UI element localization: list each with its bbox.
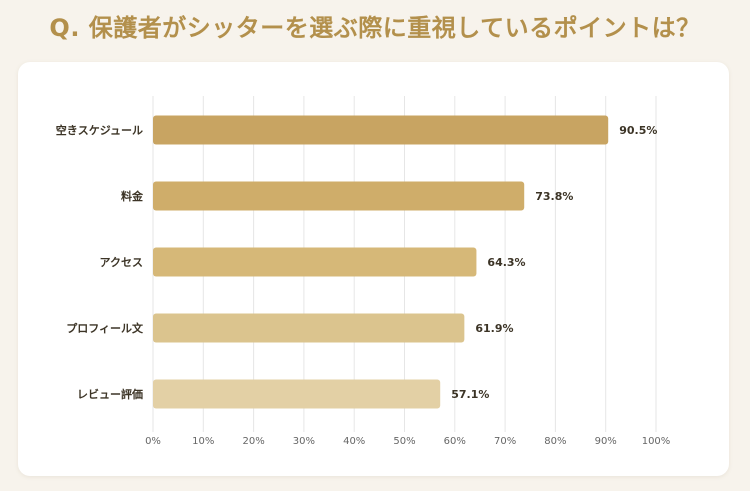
category-label: 空きスケジュール <box>56 123 143 137</box>
x-tick-label: 80% <box>544 436 566 447</box>
data-label: 90.5% <box>619 124 657 137</box>
bar <box>153 181 525 211</box>
bar-chart: 0% 10% 20% 30% 40% 50% 60% 70% 80% 90% 100% 空きスケジュー… <box>56 96 671 447</box>
bar <box>153 115 609 145</box>
x-tick-label: 60% <box>444 436 466 447</box>
data-label: 64.3% <box>487 256 525 269</box>
x-tick-label: 70% <box>494 436 516 447</box>
x-tick-label: 90% <box>595 436 617 447</box>
x-tick-label: 50% <box>393 436 415 447</box>
bar <box>153 313 465 343</box>
category-label: レビュー評価 <box>77 387 143 401</box>
bar <box>153 247 477 277</box>
bar <box>153 379 441 409</box>
x-tick-label: 0% <box>145 436 161 447</box>
data-label: 73.8% <box>535 190 573 203</box>
data-label: 57.1% <box>451 388 489 401</box>
chart-card: 0% 10% 20% 30% 40% 50% 60% 70% 80% 90% 100% 空きスケジュー… <box>18 62 729 476</box>
page-title: Q. 保護者がシッターを選ぶ際に重視しているポイントは？ <box>49 14 701 42</box>
category-label: 料金 <box>121 189 144 203</box>
data-label: 61.9% <box>475 322 513 335</box>
x-tick-label: 20% <box>242 436 264 447</box>
x-tick-label: 10% <box>192 436 214 447</box>
category-label: アクセス <box>100 256 143 269</box>
x-tick-label: 30% <box>293 436 315 447</box>
x-tick-label: 100% <box>642 436 671 447</box>
category-label: プロフィール文 <box>66 321 144 335</box>
x-tick-label: 40% <box>343 436 365 447</box>
